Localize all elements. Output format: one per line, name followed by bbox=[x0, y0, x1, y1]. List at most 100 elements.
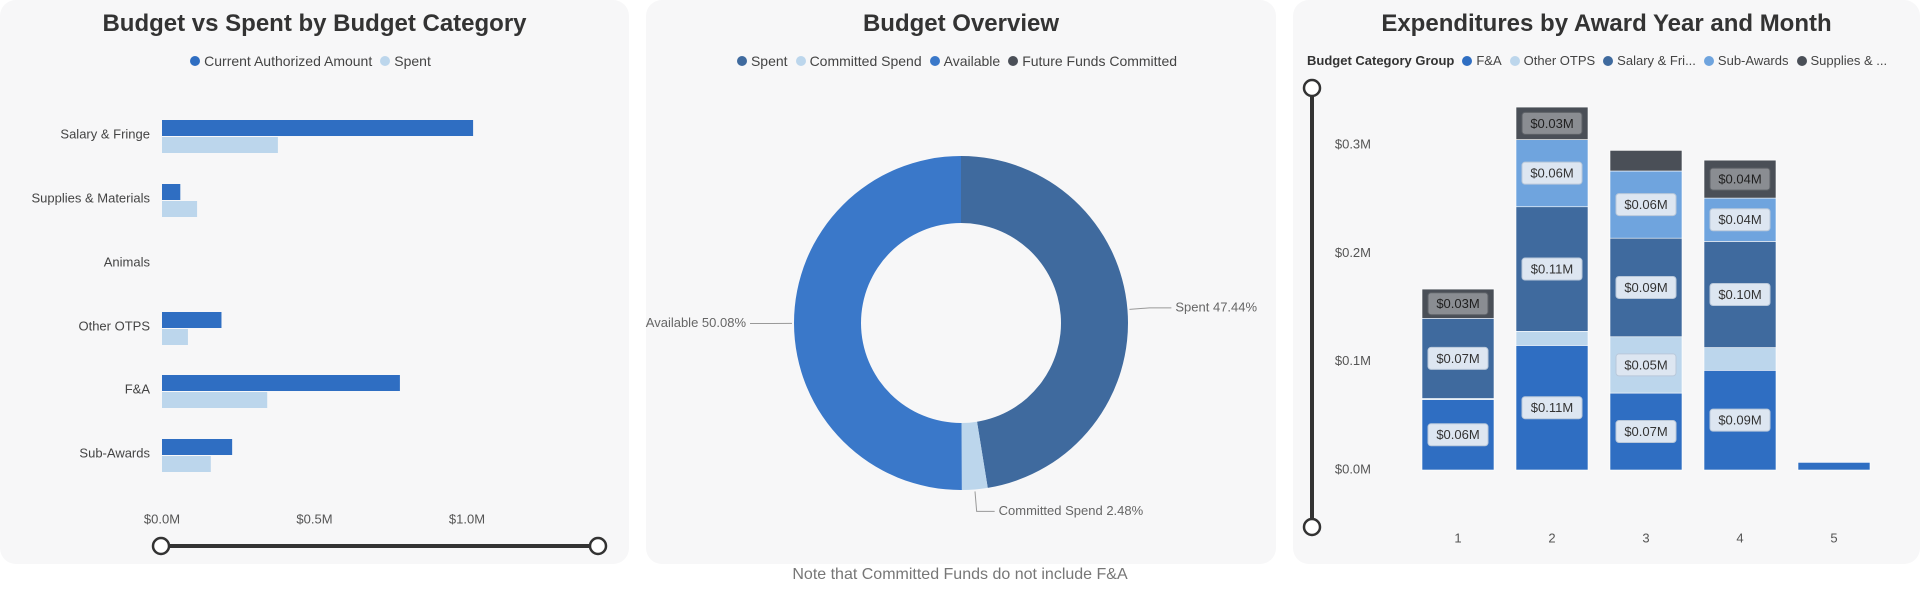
range-slider-handle-left[interactable] bbox=[151, 536, 171, 556]
legend-dot-spent bbox=[380, 56, 391, 66]
legend-item-other-otps[interactable]: Other OTPS bbox=[1509, 53, 1596, 68]
footnote: Note that Committed Funds do not include… bbox=[792, 566, 1128, 583]
range-slider-handle-right[interactable] bbox=[588, 536, 608, 556]
x-tick-label: $0.0M bbox=[144, 511, 180, 526]
data-label-box bbox=[1427, 292, 1489, 316]
y-tick-label: $0.0M bbox=[1335, 461, 1371, 476]
data-label: $0.06M bbox=[1624, 197, 1667, 212]
expenditures-chart: $0.0M $0.1M $0.2M $0.3M $0.06M $0.07M $0.03M 1 $… bbox=[1302, 78, 1871, 545]
donut-slice-available[interactable] bbox=[794, 156, 962, 490]
data-label: $0.06M bbox=[1436, 427, 1479, 442]
data-label-box bbox=[1427, 346, 1489, 370]
data-label-box bbox=[1709, 208, 1771, 232]
x-tick-label: $0.5M bbox=[296, 511, 332, 526]
bar-spent[interactable] bbox=[162, 329, 188, 345]
legend-label-available: Available bbox=[943, 53, 1001, 69]
data-label: $0.06M bbox=[1530, 166, 1573, 181]
category-label: Animals bbox=[104, 254, 151, 269]
bar-authorized[interactable] bbox=[162, 184, 181, 200]
bar-authorized[interactable] bbox=[162, 375, 400, 391]
donut-data-label: Spent 47.44% bbox=[1175, 299, 1257, 314]
donut-slice-spent[interactable] bbox=[961, 156, 1128, 488]
legend-label-salary: Salary & Fri... bbox=[1617, 53, 1696, 68]
expenditures-legend: Budget Category Group F&A Other OTPS Sal… bbox=[1307, 53, 1920, 68]
data-label-box bbox=[1615, 193, 1677, 217]
legend-label-committed: Committed Spend bbox=[809, 53, 922, 69]
legend-dot-other-otps bbox=[1509, 55, 1520, 66]
legend-label-sub-awards: Sub-Awards bbox=[1717, 53, 1789, 68]
expenditures-panel: Expenditures by Award Year and Month Bud… bbox=[1293, 0, 1920, 564]
legend-item-spent[interactable]: Spent bbox=[736, 53, 788, 69]
legend-dot-fa bbox=[1462, 55, 1473, 66]
legend-item-committed[interactable]: Committed Spend bbox=[795, 53, 922, 69]
data-label-box bbox=[1521, 257, 1583, 281]
legend-label-supplies: Supplies & ... bbox=[1810, 53, 1888, 68]
donut-data-label: Available 50.08% bbox=[646, 315, 747, 330]
bar-spent[interactable] bbox=[162, 137, 278, 153]
legend-dot-authorized bbox=[190, 56, 201, 66]
legend-item-future[interactable]: Future Funds Committed bbox=[1008, 53, 1177, 69]
data-label: $0.05M bbox=[1624, 357, 1667, 372]
legend-dot-available bbox=[929, 56, 940, 66]
bar-spent[interactable] bbox=[162, 456, 211, 472]
legend-item-supplies[interactable]: Supplies & ... bbox=[1796, 53, 1888, 68]
data-label: $0.03M bbox=[1436, 296, 1479, 311]
legend-item-salary[interactable]: Salary & Fri... bbox=[1603, 53, 1696, 68]
legend-item-sub-awards[interactable]: Sub-Awards bbox=[1703, 53, 1789, 68]
data-label-box bbox=[1521, 161, 1583, 185]
data-label-box bbox=[1615, 353, 1677, 377]
bar-segment[interactable] bbox=[1515, 331, 1589, 346]
data-label-box bbox=[1709, 408, 1771, 432]
bar-segment[interactable] bbox=[1703, 347, 1777, 371]
bar-segment[interactable] bbox=[1797, 462, 1871, 471]
data-label-box bbox=[1521, 111, 1583, 135]
legend-label-fa: F&A bbox=[1476, 53, 1502, 68]
budget-vs-spent-legend: Current Authorized Amount Spent bbox=[0, 53, 629, 69]
data-label: $0.04M bbox=[1718, 212, 1761, 227]
bar-authorized[interactable] bbox=[162, 120, 474, 136]
budget-vs-spent-title: Budget vs Spent by Budget Category bbox=[102, 10, 527, 37]
data-label: $0.07M bbox=[1624, 424, 1667, 439]
data-label: $0.09M bbox=[1718, 413, 1761, 428]
bar-authorized[interactable] bbox=[162, 312, 222, 328]
legend-item-authorized[interactable]: Current Authorized Amount bbox=[190, 53, 372, 69]
budget-overview-legend: Spent Committed Spend Available Future F… bbox=[646, 53, 1276, 69]
data-label-box bbox=[1615, 420, 1677, 444]
category-label: Other OTPS bbox=[78, 318, 150, 333]
category-label: Salary & Fringe bbox=[60, 126, 150, 141]
budget-overview-panel: Budget Overview Spent Committed Spend Av… bbox=[646, 0, 1276, 564]
range-slider-handle-top[interactable] bbox=[1302, 78, 1322, 98]
budget-vs-spent-panel: Budget vs Spent by Budget Category Curre… bbox=[0, 0, 629, 564]
y-tick-label: $0.2M bbox=[1335, 245, 1371, 260]
leader-line bbox=[1129, 307, 1172, 310]
data-label-box bbox=[1521, 396, 1583, 420]
bar-spent[interactable] bbox=[162, 392, 268, 408]
legend-dot-committed bbox=[795, 56, 806, 66]
legend-dot-supplies bbox=[1796, 55, 1807, 66]
legend-label-other-otps: Other OTPS bbox=[1523, 53, 1596, 68]
budget-overview-title: Budget Overview bbox=[862, 10, 1060, 37]
legend-title: Budget Category Group bbox=[1307, 53, 1455, 68]
bar-authorized[interactable] bbox=[162, 439, 233, 455]
y-tick-label: $0.1M bbox=[1335, 353, 1371, 368]
legend-label-authorized: Current Authorized Amount bbox=[204, 53, 373, 69]
legend-item-fa[interactable]: F&A bbox=[1462, 53, 1502, 68]
legend-dot-sub-awards bbox=[1703, 55, 1714, 66]
range-slider-handle-bottom[interactable] bbox=[1302, 517, 1322, 537]
legend-item-spent[interactable]: Spent bbox=[380, 53, 431, 69]
category-label: F&A bbox=[125, 381, 151, 396]
data-label: $0.09M bbox=[1624, 280, 1667, 295]
leader-line bbox=[974, 491, 995, 512]
donut-slice-committed-spend[interactable] bbox=[961, 421, 988, 490]
budget-overview-chart: Spent 47.44% Committed Spend 2.48% Availab… bbox=[646, 156, 1258, 518]
bar-segment[interactable] bbox=[1609, 150, 1683, 172]
data-label: $0.04M bbox=[1718, 172, 1761, 187]
data-label: $0.10M bbox=[1718, 287, 1761, 302]
bar-spent[interactable] bbox=[162, 201, 198, 217]
y-tick-label: $0.3M bbox=[1335, 136, 1371, 151]
x-tick-label: $1.0M bbox=[449, 511, 485, 526]
legend-item-available[interactable]: Available bbox=[929, 53, 1001, 69]
legend-label-future: Future Funds Committed bbox=[1022, 53, 1178, 69]
x-tick-label: 2 bbox=[1548, 530, 1555, 545]
legend-dot-salary bbox=[1603, 55, 1614, 66]
